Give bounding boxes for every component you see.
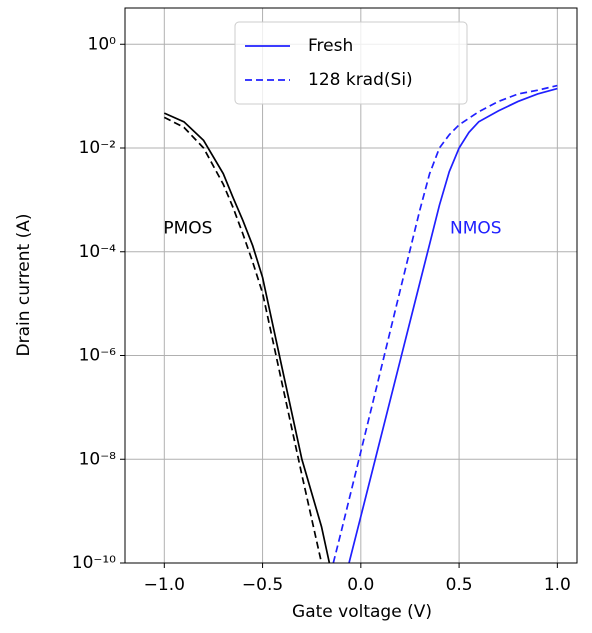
series-line [163, 116, 323, 563]
y-tick-label: 10⁰ [88, 34, 117, 54]
legend-box [234, 21, 468, 105]
annotation: NMOS [450, 219, 502, 239]
y-tick-label: 10⁻⁸ [79, 449, 117, 469]
y-tick-label: 10⁻² [79, 138, 116, 158]
series-line [332, 84, 558, 563]
y-tick-label: 10⁻⁴ [79, 242, 117, 262]
x-tick-label: 0.5 [446, 575, 473, 595]
annotation: PMOS [163, 219, 212, 239]
x-tick-label: 1.0 [544, 575, 571, 595]
x-axis-label: Gate voltage (V) [292, 602, 432, 622]
y-tick-label: 10⁻¹⁰ [72, 553, 116, 573]
x-tick-label: −0.5 [242, 575, 283, 595]
y-axis-label: Drain current (A) [14, 213, 34, 356]
x-tick-label: 0.0 [347, 575, 374, 595]
series-line [348, 87, 558, 563]
series-line [163, 112, 331, 563]
legend-label: 128 krad(Si) [308, 70, 413, 90]
plot-frame [124, 7, 578, 564]
legend-label: Fresh [308, 36, 353, 56]
y-tick-label: 10⁻⁶ [79, 346, 117, 366]
x-tick-label: −1.0 [144, 575, 185, 595]
